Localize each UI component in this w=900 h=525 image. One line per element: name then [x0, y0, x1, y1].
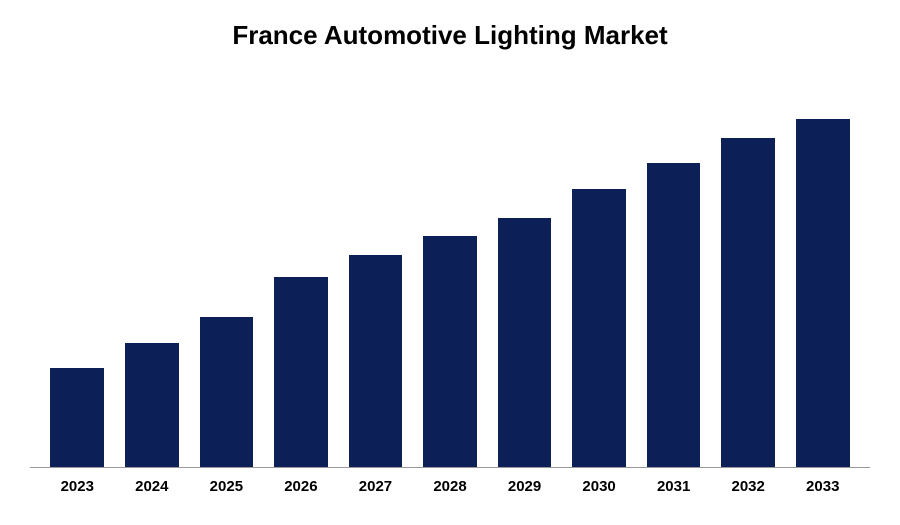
- x-axis-label: 2031: [636, 478, 711, 495]
- labels-container: 2023202420252026202720282029203020312032…: [30, 468, 870, 495]
- bar-wrapper: [189, 101, 264, 467]
- bar-wrapper: [40, 101, 115, 467]
- bar: [200, 317, 254, 467]
- x-axis-label: 2030: [562, 478, 637, 495]
- bars-container: [30, 101, 870, 468]
- x-axis-label: 2032: [711, 478, 786, 495]
- x-axis-label: 2027: [338, 478, 413, 495]
- bar: [423, 236, 477, 467]
- bar: [349, 255, 403, 467]
- bar: [50, 368, 104, 467]
- x-axis-label: 2026: [264, 478, 339, 495]
- bar: [498, 218, 552, 467]
- bar-wrapper: [115, 101, 190, 467]
- bar: [647, 163, 701, 467]
- bar: [572, 189, 626, 467]
- bar-wrapper: [785, 101, 860, 467]
- bar: [796, 119, 850, 467]
- bar-wrapper: [338, 101, 413, 467]
- bar: [125, 343, 179, 467]
- x-axis-label: 2028: [413, 478, 488, 495]
- bar-wrapper: [711, 101, 786, 467]
- x-axis-label: 2025: [189, 478, 264, 495]
- bar-wrapper: [636, 101, 711, 467]
- bar: [721, 138, 775, 467]
- x-axis-label: 2023: [40, 478, 115, 495]
- x-axis-label: 2033: [785, 478, 860, 495]
- chart-title: France Automotive Lighting Market: [232, 20, 667, 51]
- bar-wrapper: [562, 101, 637, 467]
- bar-wrapper: [264, 101, 339, 467]
- x-axis-label: 2024: [115, 478, 190, 495]
- bar-wrapper: [487, 101, 562, 467]
- x-axis-label: 2029: [487, 478, 562, 495]
- bar-wrapper: [413, 101, 488, 467]
- bar: [274, 277, 328, 467]
- chart-area: 2023202420252026202720282029203020312032…: [30, 101, 870, 495]
